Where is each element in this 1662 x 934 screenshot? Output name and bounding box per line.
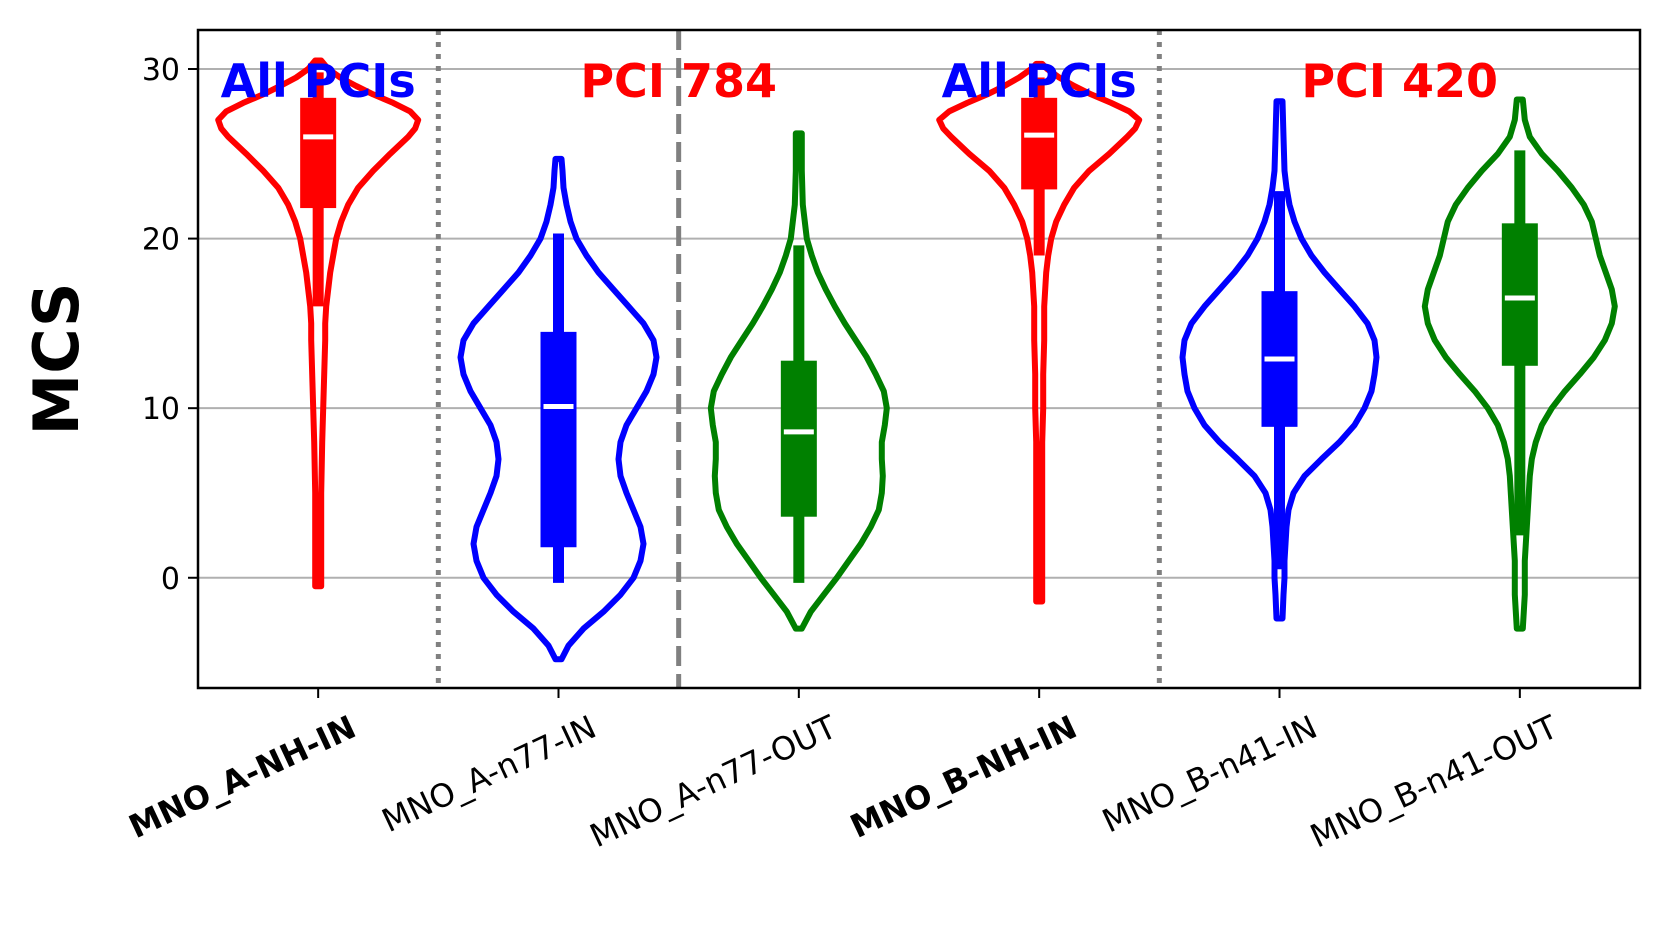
y-tick-label: 0 [161, 562, 180, 597]
gridlines [198, 68, 1640, 579]
violin-outline [936, 60, 1143, 605]
y-tick-label: 20 [142, 223, 180, 258]
y-axis-label: MCS [20, 282, 93, 435]
annotation-label: All PCIs [221, 54, 416, 108]
annotations: All PCIs PCI 784 All PCIs PCI 420 [221, 54, 1498, 108]
x-tick-label: MNO_B-n41-OUT [1304, 708, 1563, 856]
x-tick-label: MNO_B-NH-IN [844, 708, 1082, 846]
violin-6 [1421, 96, 1618, 632]
annotation-label: All PCIs [942, 54, 1137, 108]
violin-outline [1179, 98, 1380, 622]
violin-3 [707, 130, 890, 632]
violin-outline [215, 57, 422, 590]
violin-iqr-box [1021, 97, 1058, 190]
annotation-label: PCI 784 [580, 54, 777, 108]
violin-outline [457, 155, 660, 663]
violin-1 [215, 57, 422, 590]
violin-iqr-box [300, 97, 337, 209]
plot-frame [196, 28, 1642, 690]
x-tick-label: MNO_A-NH-IN [123, 708, 361, 846]
violin-5 [1179, 98, 1380, 622]
annotation-label: PCI 420 [1301, 54, 1498, 108]
x-tick-label: MNO_A-n77-OUT [584, 708, 843, 855]
violin-4 [936, 60, 1143, 605]
x-tick-label: MNO_B-n41-IN [1096, 708, 1322, 841]
violin-iqr-box [540, 331, 577, 548]
violin-outline [1421, 96, 1618, 632]
group-separators [435, 30, 1162, 688]
violins [215, 57, 1618, 663]
violin-iqr-box [1501, 223, 1538, 366]
violin-outline [707, 130, 890, 632]
y-tick-label: 30 [142, 53, 180, 88]
y-axis-ticks: 0 10 20 30 [142, 53, 198, 597]
violin-2 [457, 155, 660, 663]
x-tick-label: MNO_A-n77-IN [376, 708, 602, 840]
y-tick-label: 10 [142, 392, 180, 427]
violin-iqr-box [780, 360, 817, 517]
